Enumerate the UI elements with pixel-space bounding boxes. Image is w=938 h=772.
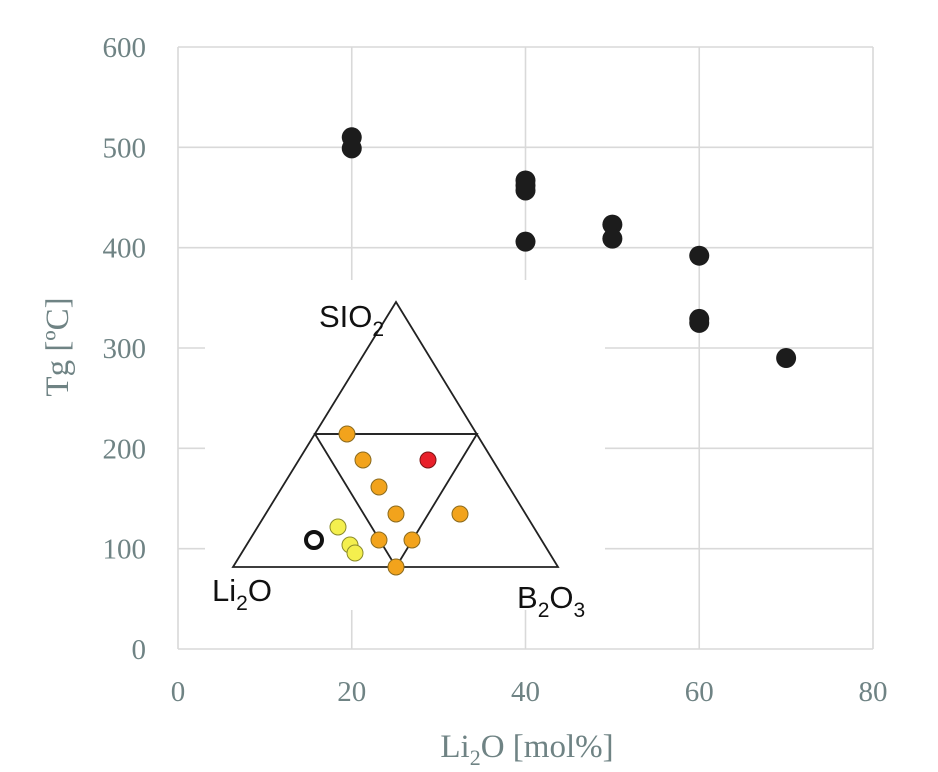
x-tick-label: 0 bbox=[171, 676, 186, 708]
y-tick-labels: 0 100 200 300 400 500 600 bbox=[103, 32, 147, 666]
ternary-label-li2o: Li2O bbox=[212, 573, 272, 615]
ternary-point-yellow bbox=[346, 544, 364, 562]
data-point bbox=[689, 312, 710, 333]
ternary-point-orange bbox=[387, 558, 405, 576]
x-tick-labels: 0 20 40 60 80 bbox=[171, 676, 888, 708]
ternary-point-orange bbox=[387, 505, 405, 523]
ternary-point-open bbox=[304, 530, 324, 550]
data-point bbox=[515, 180, 536, 201]
x-tick-label: 80 bbox=[859, 676, 888, 708]
y-tick-label: 0 bbox=[132, 634, 147, 666]
y-tick-label: 600 bbox=[103, 32, 147, 64]
y-tick-label: 100 bbox=[103, 534, 147, 566]
ternary-point-orange bbox=[370, 531, 388, 549]
y-axis-title: Tg [ºC] bbox=[40, 297, 76, 396]
x-axis-title: Li2O [mol%] bbox=[440, 729, 613, 770]
ternary-inset: SIO2 Li2O B2O3 bbox=[205, 280, 605, 622]
y-tick-label: 400 bbox=[103, 233, 147, 265]
x-tick-label: 60 bbox=[685, 676, 714, 708]
data-point bbox=[515, 231, 536, 252]
data-point bbox=[341, 138, 362, 159]
y-tick-label: 300 bbox=[103, 333, 147, 365]
ternary-point-yellow bbox=[329, 518, 347, 536]
y-tick-label: 200 bbox=[103, 433, 147, 465]
ternary-point-orange bbox=[338, 425, 356, 443]
ternary-point-orange bbox=[451, 505, 469, 523]
data-point bbox=[602, 228, 623, 249]
ternary-point-orange bbox=[370, 478, 388, 496]
inset-background bbox=[205, 280, 605, 610]
x-tick-label: 40 bbox=[511, 676, 540, 708]
ternary-point-orange bbox=[354, 451, 372, 469]
ternary-label-sio2: SIO2 bbox=[319, 299, 384, 341]
data-point bbox=[602, 214, 623, 235]
x-tick-label: 20 bbox=[337, 676, 366, 708]
data-point bbox=[689, 245, 710, 266]
data-point bbox=[776, 348, 797, 369]
data-points bbox=[341, 127, 797, 369]
ternary-label-b2o3: B2O3 bbox=[517, 580, 585, 622]
y-tick-label: 500 bbox=[103, 132, 147, 164]
ternary-point-red bbox=[419, 451, 437, 469]
ternary-point-orange bbox=[403, 531, 421, 549]
